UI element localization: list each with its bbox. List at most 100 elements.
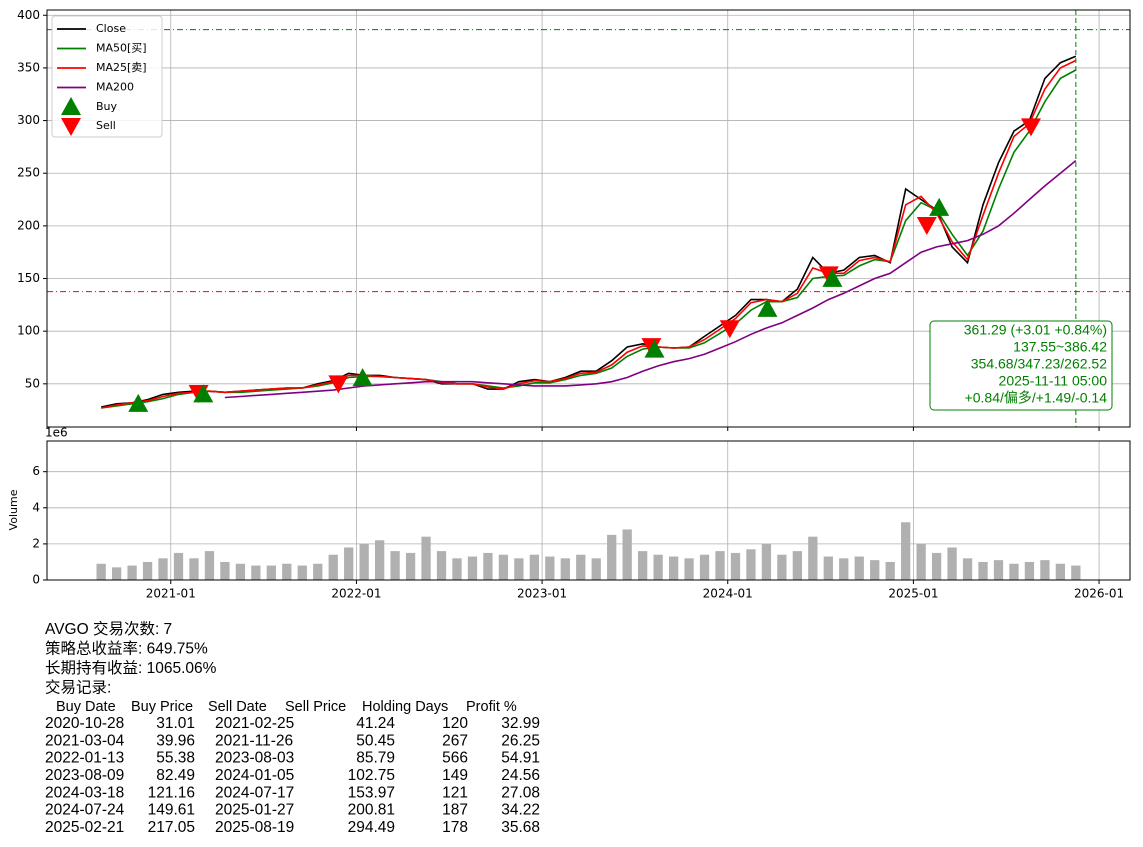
table-cell: 2020-10-28	[45, 715, 124, 732]
table-cell: 85.79	[356, 750, 395, 767]
y-tick-label: 6	[32, 464, 40, 478]
volume-bar	[777, 554, 787, 580]
table-cell: 153.97	[348, 784, 395, 801]
volume-bar	[142, 561, 153, 580]
table-cell: 2025-01-27	[215, 802, 294, 819]
summary-line: 长期持有收益: 1065.06%	[45, 659, 217, 677]
volume-bar	[1009, 563, 1019, 580]
table-cell: 2023-08-09	[45, 767, 124, 784]
buy-marker	[352, 368, 373, 387]
table-cell: 39.96	[156, 732, 195, 749]
y-tick-label: 0	[32, 573, 40, 587]
table-cell: 50.45	[356, 732, 395, 749]
y-tick-label: 350	[17, 60, 40, 74]
y-axis-label: Volume	[7, 489, 20, 530]
y-tick-label: 250	[17, 166, 40, 180]
plot-frame	[46, 9, 1131, 428]
table-cell: 32.99	[501, 715, 540, 732]
sell-marker	[916, 217, 937, 236]
volume-bar	[1071, 565, 1081, 580]
y-tick-label: 2	[32, 536, 40, 550]
volume-bar	[1055, 563, 1066, 580]
volume-bar	[111, 567, 122, 580]
table-cell: 2021-11-26	[215, 732, 293, 749]
volume-bar	[313, 563, 323, 580]
x-tick-label: 2026-01	[1074, 587, 1124, 601]
legend-label: MA50[买]	[96, 42, 147, 55]
table-cell: 217.05	[148, 819, 195, 836]
volume-bar	[266, 565, 276, 580]
table-cell: 24.56	[501, 767, 540, 784]
table-header: Sell Date	[208, 699, 267, 715]
table-header: Holding Days	[362, 699, 448, 715]
volume-bar	[436, 551, 447, 580]
volume-bar	[514, 558, 524, 580]
legend-marker	[61, 118, 81, 136]
table-header: Buy Date	[56, 699, 116, 715]
series-line	[101, 69, 1077, 409]
volume-bar	[576, 554, 586, 580]
volume-bar	[189, 558, 199, 580]
volume-bar	[622, 529, 632, 580]
table-cell: 121.16	[148, 784, 195, 801]
volume-bar	[1024, 561, 1035, 580]
table-cell: 120	[442, 715, 468, 732]
volume-bar	[715, 551, 725, 580]
table-cell: 31.01	[156, 715, 195, 732]
x-tick-label: 2021-01	[146, 587, 196, 601]
volume-bar	[916, 543, 926, 580]
x-tick-label: 2025-01	[888, 587, 938, 601]
volume-bar	[993, 560, 1004, 580]
buy-marker	[757, 298, 778, 317]
volume-bar	[560, 558, 570, 580]
table-cell: 2025-08-19	[215, 819, 294, 836]
y-tick-label: 4	[32, 500, 40, 514]
table-cell: 566	[442, 750, 468, 767]
volume-bar	[405, 552, 416, 580]
volume-bar	[297, 565, 307, 580]
legend-label: MA25[卖]	[96, 61, 147, 74]
table-cell: 2024-07-24	[45, 802, 125, 819]
volume-bar	[854, 556, 864, 580]
volume-bar	[328, 554, 338, 580]
table-cell: 54.91	[501, 750, 540, 767]
table-cell: 26.25	[501, 732, 540, 749]
volume-bar	[947, 547, 957, 580]
table-header: Sell Price	[285, 699, 346, 715]
volume-bar	[251, 565, 261, 580]
legend-label: Buy	[96, 100, 118, 113]
x-tick-label: 2024-01	[703, 587, 753, 601]
table-cell: 187	[442, 802, 468, 819]
volume-bar	[467, 556, 478, 580]
volume-bar	[344, 547, 354, 580]
volume-bar	[808, 536, 818, 580]
volume-bar	[684, 558, 694, 580]
volume-bar	[204, 551, 215, 580]
legend-label: Close	[96, 22, 126, 35]
table-cell: 102.75	[348, 767, 395, 784]
annotation-text: 361.29 (+3.01 +0.84%)	[964, 322, 1107, 338]
legend: Close MA50[买] MA25[卖] MA200 Buy Sell	[51, 15, 163, 138]
volume-bar	[498, 554, 509, 580]
table-cell: 2022-01-13	[45, 750, 124, 767]
volume-bar	[220, 561, 230, 580]
table-cell: 55.38	[156, 750, 195, 767]
annotation-text: 137.55~386.42	[1013, 339, 1107, 355]
table-cell: 2021-02-25	[215, 715, 294, 732]
volume-bar	[668, 556, 679, 580]
volume-bar	[374, 540, 385, 580]
volume-bar	[746, 549, 756, 580]
y-tick-label: 150	[17, 271, 40, 285]
sell-marker	[1020, 118, 1041, 137]
y-tick-label: 200	[17, 218, 40, 232]
summary-line: 交易记录:	[45, 679, 111, 697]
x-tick-label: 2022-01	[331, 587, 381, 601]
summary-line: AVGO 交易次数: 7	[45, 620, 172, 638]
table-cell: 178	[442, 819, 468, 836]
volume-bar	[839, 558, 849, 580]
table-cell: 2024-03-18	[45, 784, 124, 801]
y-tick-label: 400	[17, 8, 40, 22]
legend-box	[51, 15, 163, 138]
sell-marker	[328, 375, 349, 394]
